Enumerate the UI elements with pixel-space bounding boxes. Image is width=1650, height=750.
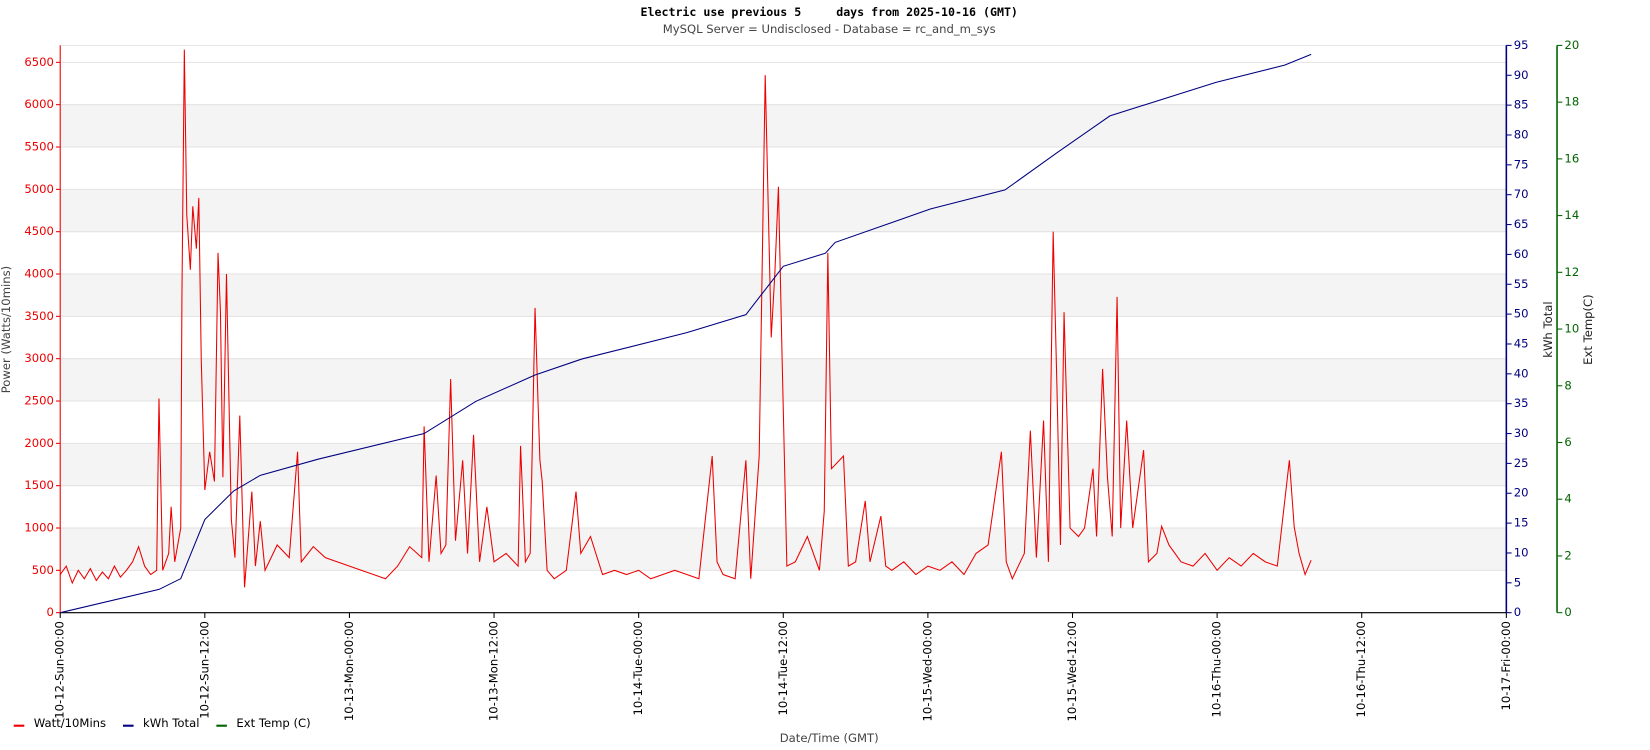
y3-tick-label: 20: [1564, 38, 1579, 52]
y-tick-label: 2000: [24, 436, 54, 450]
x-tick-label: 10-13-Mon-12:00: [487, 621, 501, 721]
x-tick-label: 10-16-Thu-12:00: [1354, 621, 1368, 717]
y-tick-label: 1500: [24, 478, 54, 492]
grid-band: [60, 189, 1507, 232]
y2-axis-label: kWh Total: [1541, 301, 1555, 357]
y2-tick-label: 95: [1514, 38, 1529, 52]
y2-tick-label: 90: [1514, 68, 1529, 82]
y2-tick-label: 40: [1514, 366, 1529, 380]
y3-axis-label: Ext Temp(C): [1581, 294, 1595, 365]
y2-tick-label: 45: [1514, 336, 1529, 350]
y-tick-label: 3500: [24, 309, 54, 323]
y-tick-label: 0: [46, 605, 53, 619]
y3-tick-label: 0: [1564, 605, 1571, 619]
y2-tick-label: 85: [1514, 98, 1529, 112]
y3-tick-label: 10: [1564, 322, 1579, 336]
grid-band: [60, 443, 1507, 486]
chart-title: Electric use previous 5 days from 2025-1…: [641, 5, 1018, 19]
y2-tick-label: 15: [1514, 516, 1529, 530]
y2-tick-label: 50: [1514, 307, 1529, 321]
y2-tick-label: 75: [1514, 157, 1529, 171]
y2-tick-label: 35: [1514, 396, 1529, 410]
y3-tick-label: 12: [1564, 265, 1579, 279]
x-tick-label: 10-15-Wed-12:00: [1065, 621, 1079, 721]
chart-subtitle: MySQL Server = Undisclosed - Database = …: [663, 22, 996, 36]
y3-tick-label: 8: [1564, 378, 1571, 392]
y-tick-label: 5000: [24, 182, 54, 196]
y3-tick-label: 4: [1564, 492, 1571, 506]
y-tick-label: 2500: [24, 394, 54, 408]
y-tick-label: 5500: [24, 140, 54, 154]
y-tick-label: 3000: [24, 351, 54, 365]
y-tick-label: 6500: [24, 55, 54, 69]
y-tick-label: 1000: [24, 521, 54, 535]
x-tick-label: 10-15-Wed-00:00: [920, 621, 934, 721]
y3-tick-label: 2: [1564, 548, 1571, 562]
y3-tick-label: 6: [1564, 435, 1571, 449]
series-line: [59, 49, 1312, 588]
y2-tick-label: 60: [1514, 247, 1529, 261]
x-tick-label: 10-12-Sun-00:00: [53, 621, 67, 719]
y2-tick-label: 80: [1514, 127, 1529, 141]
x-tick-label: 10-14-Tue-00:00: [631, 621, 645, 715]
x-tick-label: 10-17-Fri-00:00: [1499, 621, 1513, 710]
y2-tick-label: 70: [1514, 187, 1529, 201]
y2-tick-label: 55: [1514, 277, 1529, 291]
x-tick-label: 10-16-Thu-00:00: [1210, 621, 1224, 717]
y3-tick-label: 16: [1564, 151, 1579, 165]
x-tick-label: 10-13-Mon-00:00: [342, 621, 356, 721]
y2-tick-label: 10: [1514, 545, 1529, 559]
y2-tick-label: 30: [1514, 426, 1529, 440]
legend-label: kWh Total: [143, 716, 199, 730]
series-line: [60, 53, 1312, 614]
x-tick-label: 10-12-Sun-12:00: [197, 621, 211, 719]
x-axis-label: Date/Time (GMT): [780, 731, 879, 745]
grid-band: [60, 274, 1507, 317]
y2-tick-label: 25: [1514, 456, 1529, 470]
y2-tick-label: 0: [1514, 605, 1521, 619]
x-tick-label: 10-14-Tue-12:00: [776, 621, 790, 715]
y-tick-label: 500: [32, 563, 54, 577]
y2-tick-label: 5: [1514, 575, 1521, 589]
y-axis-label: Power (Watts/10mins): [0, 266, 13, 393]
grid-band: [60, 528, 1507, 571]
y-tick-label: 4000: [24, 267, 54, 281]
legend-label: Ext Temp (C): [236, 716, 310, 730]
legend-label: Watt/10Mins: [34, 716, 106, 730]
y2-tick-label: 65: [1514, 217, 1529, 231]
y-tick-label: 4500: [24, 224, 54, 238]
y2-tick-label: 20: [1514, 486, 1529, 500]
y3-tick-label: 18: [1564, 95, 1579, 109]
grid-band: [60, 104, 1507, 148]
y-tick-label: 6000: [24, 97, 54, 111]
y3-tick-label: 14: [1564, 208, 1579, 222]
